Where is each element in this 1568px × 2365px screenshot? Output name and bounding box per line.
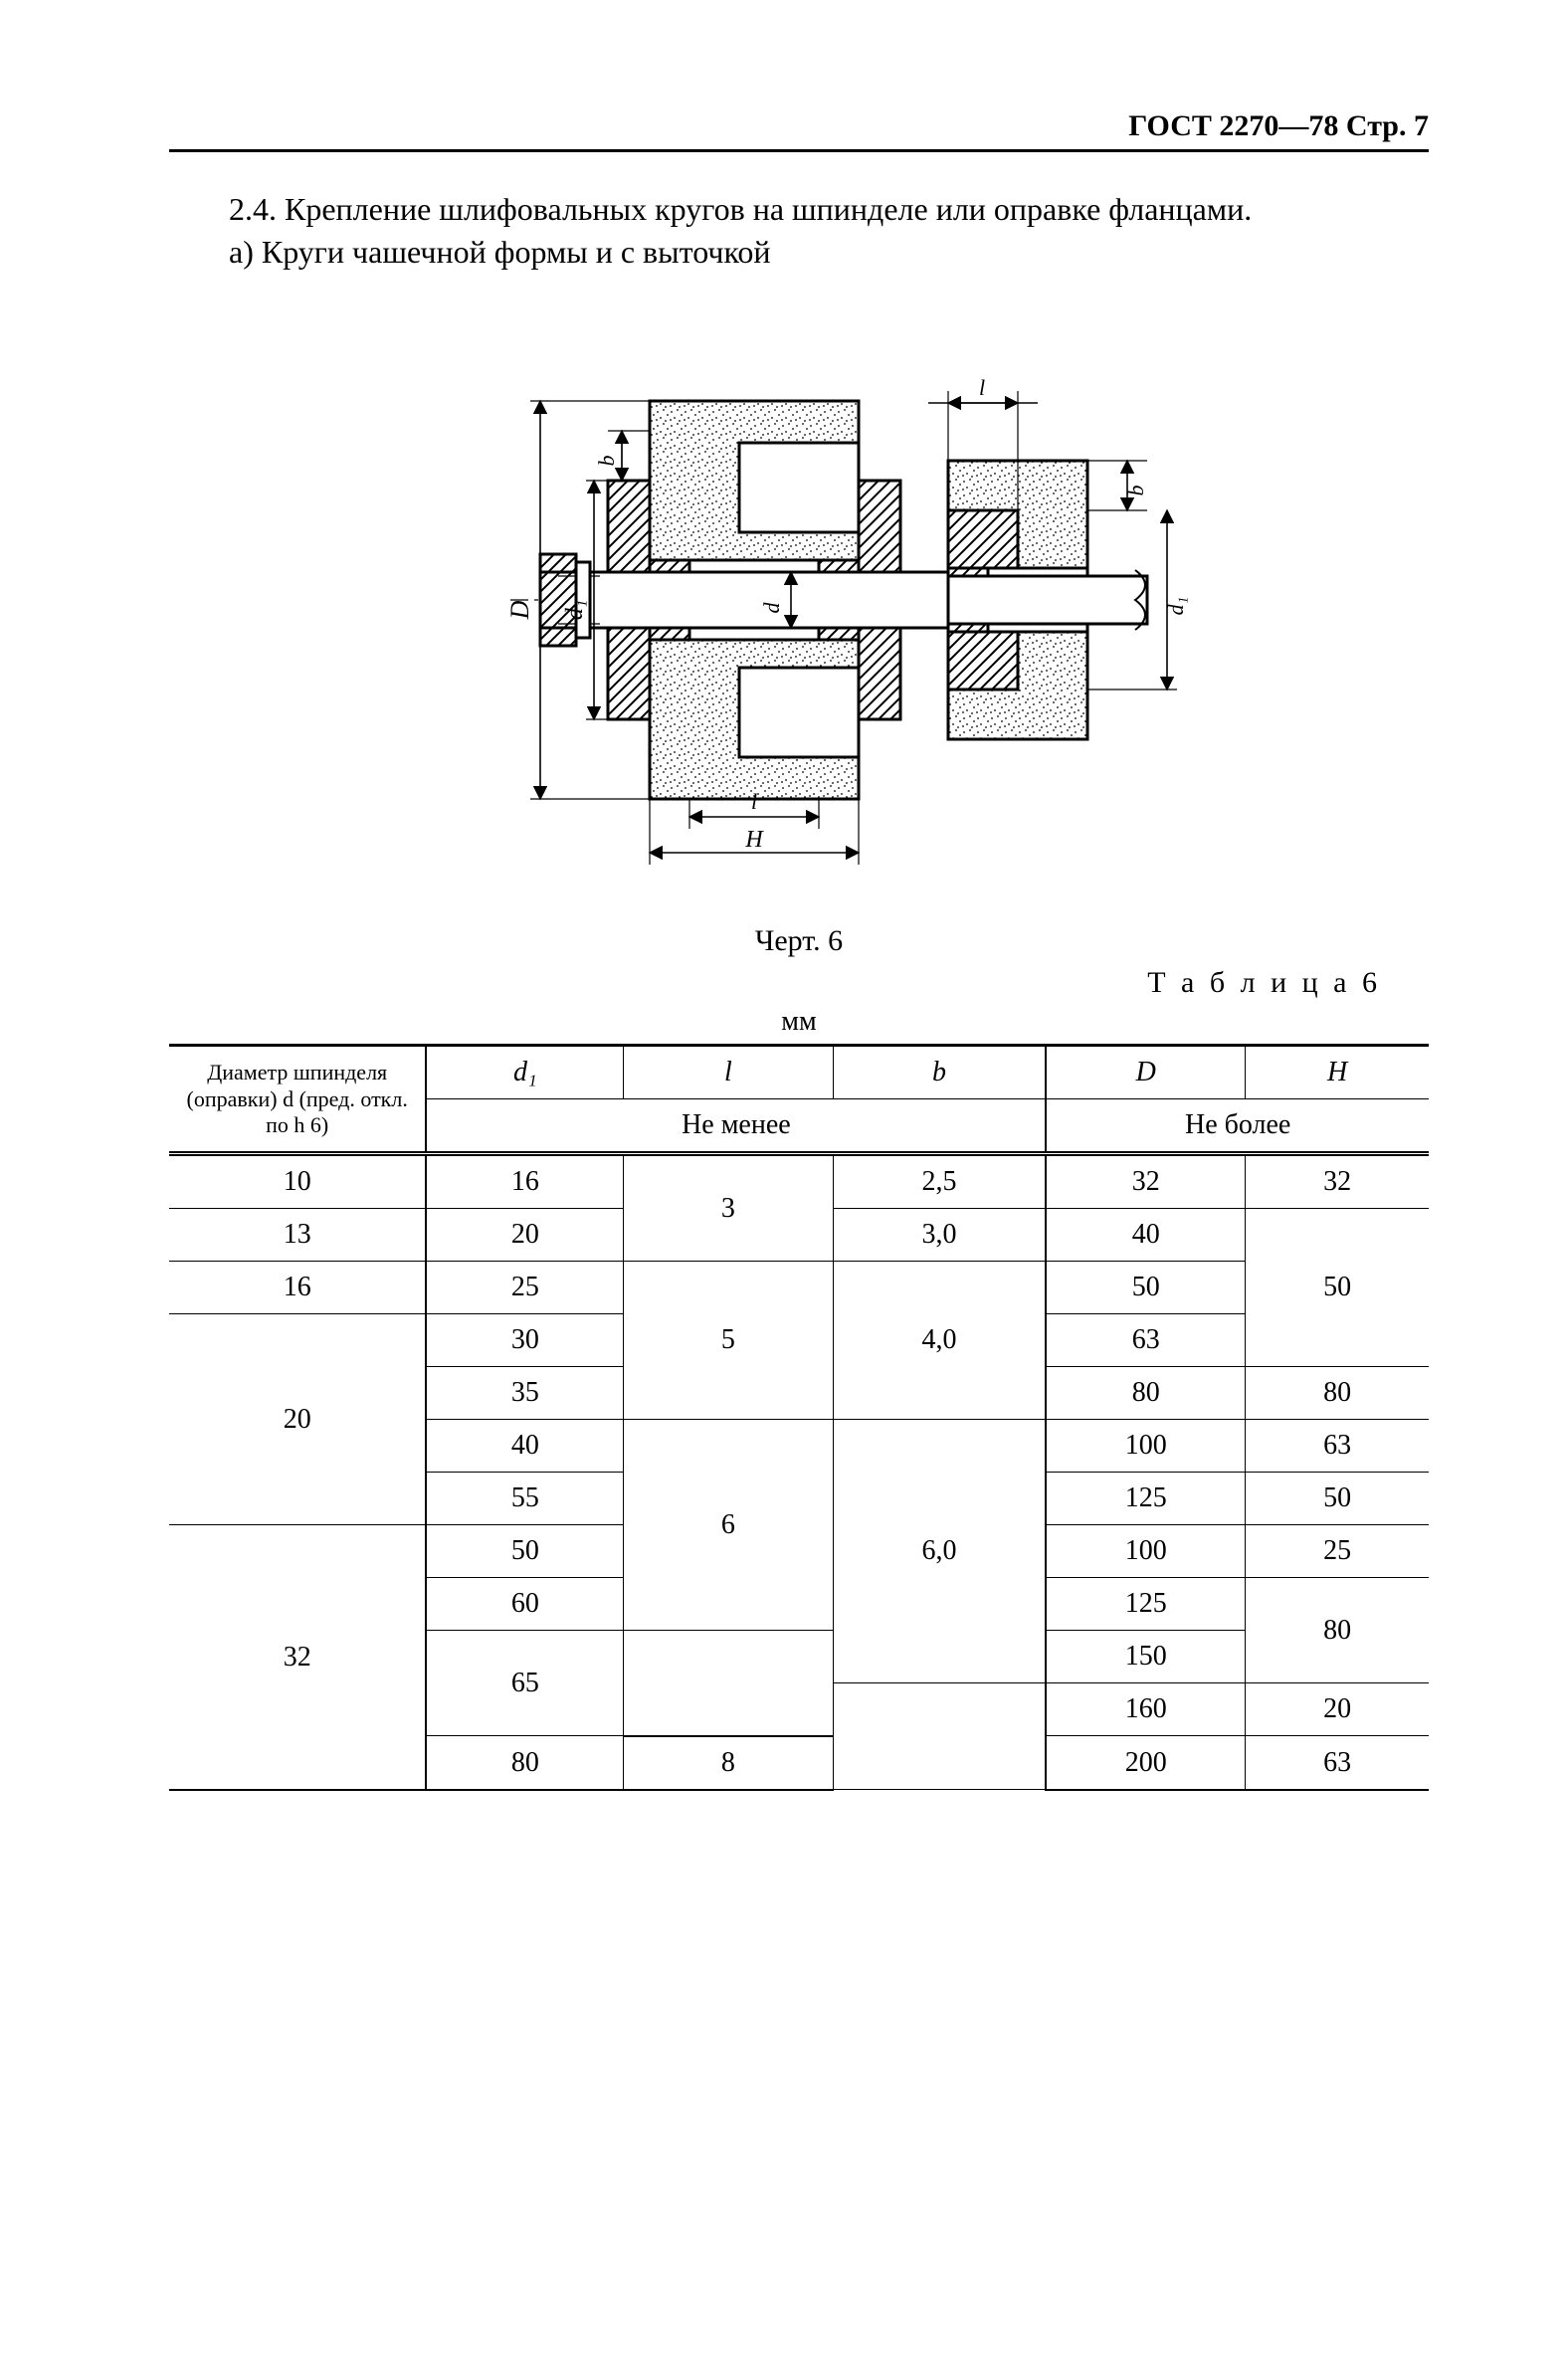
cell: 200 bbox=[1046, 1736, 1245, 1790]
cell: 30 bbox=[426, 1314, 623, 1367]
paragraph-2-4: 2.4. Крепление шлифовальных кругов на шп… bbox=[169, 188, 1429, 231]
table-label-row: Т а б л и ц а 6 bbox=[169, 966, 1429, 1012]
th-b: b bbox=[833, 1046, 1046, 1099]
cell: 10 bbox=[169, 1154, 426, 1209]
cell: 6 bbox=[624, 1420, 833, 1631]
figure-caption: Черт. 6 bbox=[169, 924, 1429, 958]
cell: 3,0 bbox=[833, 1209, 1046, 1262]
paragraph-2-4-text: 2.4. Крепление шлифовальных кругов на шп… bbox=[229, 191, 1252, 227]
table-number: Т а б л и ц а 6 bbox=[1147, 966, 1381, 1000]
cell: 63 bbox=[1046, 1314, 1245, 1367]
cell: 32 bbox=[169, 1525, 426, 1790]
cell: 63 bbox=[1246, 1420, 1429, 1473]
cell: 40 bbox=[426, 1420, 623, 1473]
cell: 80 bbox=[1246, 1367, 1429, 1420]
cell: 32 bbox=[1046, 1154, 1245, 1209]
cell: 100 bbox=[1046, 1525, 1245, 1578]
cell: 125 bbox=[1046, 1578, 1245, 1631]
cell: 35 bbox=[426, 1367, 623, 1420]
cell: 2,5 bbox=[833, 1154, 1046, 1209]
cell: 125 bbox=[1046, 1473, 1245, 1525]
th-D-big: D bbox=[1046, 1046, 1245, 1099]
svg-text:d₁: d₁ bbox=[1163, 597, 1188, 616]
cell: 16 bbox=[169, 1262, 426, 1314]
svg-text:d₁: d₁ bbox=[562, 600, 588, 620]
cell: 40 bbox=[1046, 1209, 1245, 1262]
table-6: Диаметр шпинделя (оправки) d (пред. откл… bbox=[169, 1044, 1429, 1791]
th-max: Не более bbox=[1046, 1099, 1429, 1154]
svg-text:b: b bbox=[1123, 486, 1148, 496]
cell: 150 bbox=[1046, 1631, 1245, 1683]
page: ГОСТ 2270—78 Стр. 7 2.4. Крепление шлифо… bbox=[0, 0, 1568, 2365]
svg-text:d: d bbox=[759, 602, 784, 614]
th-H: H bbox=[1246, 1046, 1429, 1099]
cell: 80 bbox=[426, 1736, 623, 1790]
cell: 20 bbox=[169, 1314, 426, 1525]
cell: 32 bbox=[1246, 1154, 1429, 1209]
cell: 50 bbox=[1246, 1209, 1429, 1367]
cell: 20 bbox=[426, 1209, 623, 1262]
th-d1: d₁ bbox=[426, 1046, 623, 1099]
svg-text:D: D bbox=[505, 601, 534, 621]
cell: 160 bbox=[1046, 1683, 1245, 1736]
svg-text:H: H bbox=[744, 827, 764, 853]
cell: 50 bbox=[1046, 1262, 1245, 1314]
cell: 8 bbox=[624, 1736, 833, 1790]
cell: 65 bbox=[426, 1631, 623, 1736]
page-header: ГОСТ 2270—78 Стр. 7 bbox=[169, 109, 1429, 152]
cell: 100 bbox=[1046, 1420, 1245, 1473]
cell: 60 bbox=[426, 1578, 623, 1631]
cell: 50 bbox=[1246, 1473, 1429, 1525]
cell: 16 bbox=[426, 1154, 623, 1209]
paragraph-a-text: а) Круги чашечной формы и с выточкой bbox=[229, 234, 771, 270]
cell bbox=[624, 1631, 833, 1736]
cell: 50 bbox=[426, 1525, 623, 1578]
cell: 13 bbox=[169, 1209, 426, 1262]
cell: 63 bbox=[1246, 1736, 1429, 1790]
figure-6: D d₁ d b b d₁ bbox=[169, 311, 1429, 898]
cell: 5 bbox=[624, 1262, 833, 1420]
paragraph-a: а) Круги чашечной формы и с выточкой bbox=[169, 231, 1429, 274]
cell: 80 bbox=[1246, 1578, 1429, 1683]
drawing-svg: D d₁ d b b d₁ bbox=[391, 311, 1207, 898]
cell: 25 bbox=[1246, 1525, 1429, 1578]
th-min: Не менее bbox=[426, 1099, 1046, 1154]
cell: 20 bbox=[1246, 1683, 1429, 1736]
cell: 3 bbox=[624, 1154, 833, 1262]
th-l: l bbox=[624, 1046, 833, 1099]
svg-text:l: l bbox=[979, 375, 985, 400]
cell: 80 bbox=[1046, 1367, 1245, 1420]
cell: 25 bbox=[426, 1262, 623, 1314]
cell: 55 bbox=[426, 1473, 623, 1525]
svg-text:l: l bbox=[751, 789, 757, 814]
th-d: Диаметр шпинделя (оправки) d (пред. откл… bbox=[169, 1046, 426, 1154]
cell bbox=[833, 1683, 1046, 1790]
cell: 4,0 bbox=[833, 1262, 1046, 1420]
svg-text:b: b bbox=[594, 456, 619, 467]
cell: 6,0 bbox=[833, 1420, 1046, 1683]
